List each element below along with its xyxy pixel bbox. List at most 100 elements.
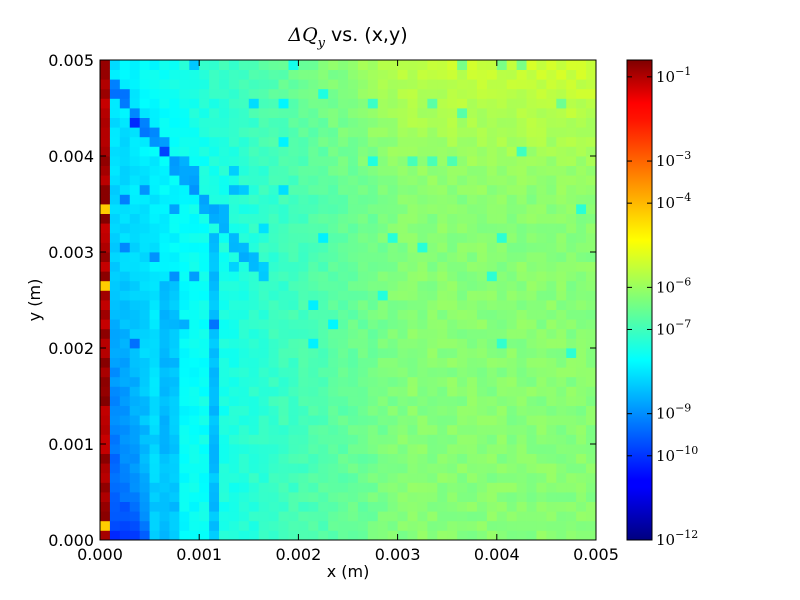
heatmap-cell bbox=[169, 463, 180, 474]
heatmap-cell bbox=[129, 156, 141, 166]
heatmap-cell bbox=[100, 396, 111, 406]
heatmap-cell bbox=[357, 175, 369, 186]
heatmap-cell bbox=[427, 127, 438, 138]
heatmap-cell bbox=[417, 127, 428, 138]
heatmap-cell bbox=[278, 232, 289, 243]
heatmap-cell bbox=[486, 271, 498, 282]
heatmap-cell bbox=[209, 376, 220, 387]
heatmap-cell bbox=[199, 88, 210, 99]
heatmap-cell bbox=[556, 530, 567, 541]
heatmap-cell bbox=[536, 108, 547, 118]
heatmap-cell bbox=[129, 98, 141, 109]
heatmap-cell bbox=[367, 271, 379, 282]
heatmap-cell bbox=[556, 69, 567, 80]
heatmap-cell bbox=[238, 252, 250, 262]
heatmap-cell bbox=[377, 79, 389, 90]
heatmap-cell bbox=[288, 319, 299, 330]
heatmap-cell bbox=[576, 60, 587, 70]
heatmap-cell bbox=[139, 463, 150, 474]
heatmap-cell bbox=[338, 280, 349, 291]
heatmap-cell bbox=[556, 271, 567, 282]
heatmap-cell bbox=[318, 482, 329, 493]
heatmap-cell bbox=[189, 252, 200, 262]
heatmap-cell bbox=[556, 223, 567, 234]
heatmap-cell bbox=[387, 492, 398, 502]
heatmap-cell bbox=[228, 405, 240, 416]
heatmap-cell bbox=[486, 424, 498, 435]
heatmap-cell bbox=[546, 60, 557, 70]
heatmap-cell bbox=[467, 415, 478, 426]
heatmap-cell bbox=[486, 453, 498, 464]
heatmap-cell bbox=[119, 271, 131, 282]
heatmap-cell bbox=[367, 357, 379, 368]
heatmap-cell bbox=[169, 108, 180, 118]
heatmap-cell bbox=[496, 367, 508, 378]
heatmap-cell bbox=[219, 136, 230, 147]
heatmap-cell bbox=[100, 223, 111, 234]
heatmap-cell bbox=[298, 204, 309, 214]
heatmap-cell bbox=[209, 319, 220, 330]
heatmap-cell bbox=[149, 194, 160, 205]
heatmap-cell bbox=[546, 501, 557, 512]
heatmap-cell bbox=[576, 530, 587, 541]
heatmap-cell bbox=[476, 194, 488, 205]
heatmap-cell bbox=[506, 300, 518, 310]
heatmap-cell bbox=[129, 242, 141, 253]
heatmap-cell bbox=[149, 252, 160, 262]
heatmap-cell bbox=[109, 79, 121, 90]
heatmap-cell bbox=[149, 396, 160, 406]
heatmap-cell bbox=[179, 69, 190, 80]
heatmap-cell bbox=[139, 98, 150, 109]
heatmap-cell bbox=[268, 415, 279, 426]
heatmap-cell bbox=[367, 424, 379, 435]
heatmap-cell bbox=[149, 108, 160, 118]
heatmap-cell bbox=[437, 501, 448, 512]
heatmap-cell bbox=[407, 367, 418, 378]
title-subscript: y bbox=[317, 36, 326, 51]
heatmap-cell bbox=[328, 386, 339, 397]
heatmap-cell bbox=[526, 415, 537, 426]
heatmap-cell bbox=[496, 117, 508, 128]
heatmap-cell bbox=[129, 300, 141, 310]
heatmap-cell bbox=[219, 463, 230, 474]
heatmap-cell bbox=[576, 424, 587, 435]
heatmap-cell bbox=[169, 453, 180, 464]
heatmap-cell bbox=[189, 357, 200, 368]
heatmap-cell bbox=[397, 482, 408, 493]
heatmap-cell bbox=[576, 520, 587, 531]
heatmap-cell bbox=[209, 223, 220, 234]
heatmap-cell bbox=[457, 271, 468, 282]
heatmap-cell bbox=[258, 79, 270, 90]
heatmap-cell bbox=[129, 223, 141, 234]
heatmap-cell bbox=[268, 175, 279, 186]
heatmap-cell bbox=[457, 60, 468, 70]
heatmap-cell bbox=[486, 165, 498, 176]
heatmap-cell bbox=[129, 175, 141, 186]
heatmap-cell bbox=[357, 242, 369, 253]
heatmap-cell bbox=[100, 98, 111, 109]
heatmap-cell bbox=[298, 472, 309, 483]
heatmap-cell bbox=[100, 232, 111, 243]
heatmap-cell bbox=[526, 501, 537, 512]
heatmap-cell bbox=[308, 69, 319, 80]
heatmap-cell bbox=[100, 175, 111, 186]
heatmap-cell bbox=[526, 357, 537, 368]
heatmap-cell bbox=[546, 434, 557, 445]
heatmap-cell bbox=[189, 348, 200, 358]
heatmap-cell bbox=[387, 194, 398, 205]
heatmap-cell bbox=[129, 453, 141, 464]
heatmap-cell bbox=[268, 376, 279, 387]
heatmap-cell bbox=[417, 165, 428, 176]
heatmap-cell bbox=[546, 290, 557, 301]
heatmap-cell bbox=[238, 405, 250, 416]
heatmap-cell bbox=[149, 376, 160, 387]
heatmap-cell bbox=[338, 290, 349, 301]
heatmap-cell bbox=[219, 223, 230, 234]
heatmap-cell bbox=[119, 232, 131, 243]
heatmap-cell bbox=[357, 530, 369, 541]
heatmap-cell bbox=[546, 300, 557, 310]
heatmap-cell bbox=[566, 175, 577, 186]
heatmap-cell bbox=[328, 79, 339, 90]
heatmap-cell bbox=[357, 60, 369, 70]
heatmap-cell bbox=[546, 424, 557, 435]
